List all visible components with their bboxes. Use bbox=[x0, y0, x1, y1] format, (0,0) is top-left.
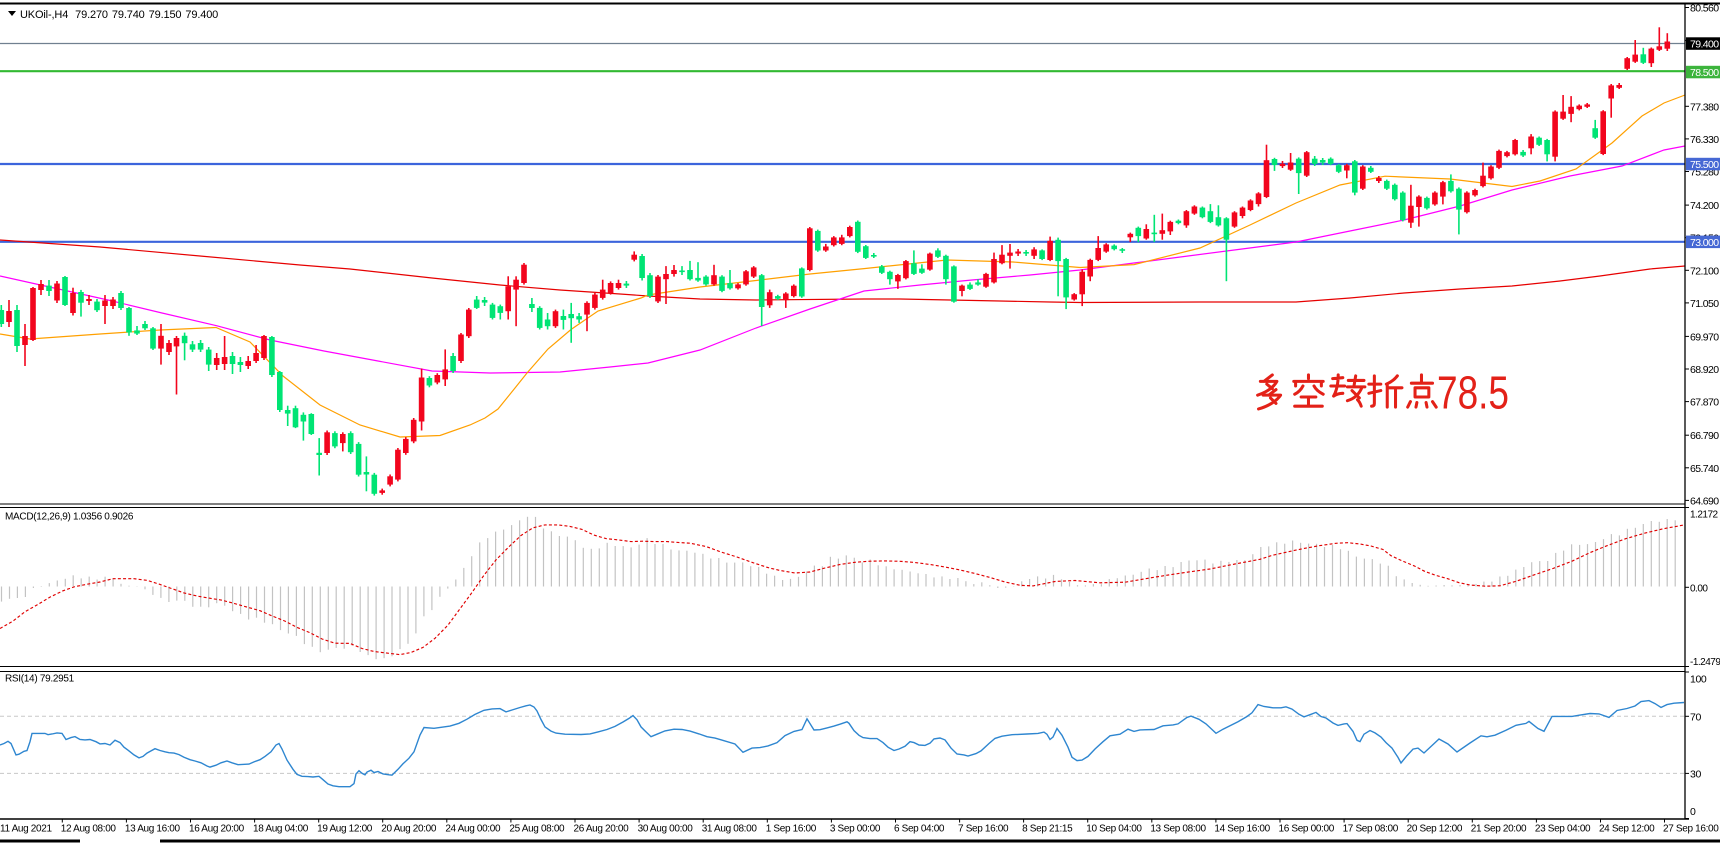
svg-text:79.400: 79.400 bbox=[1690, 39, 1719, 51]
svg-text:7 Sep 16:00: 7 Sep 16:00 bbox=[958, 824, 1009, 835]
svg-text:71.050: 71.050 bbox=[1690, 298, 1719, 310]
svg-text:8 Sep 21:15: 8 Sep 21:15 bbox=[1022, 824, 1073, 835]
svg-text:-1.2479: -1.2479 bbox=[1690, 657, 1720, 668]
svg-text:0.00: 0.00 bbox=[1690, 583, 1708, 594]
svg-text:RSI(14) 79.2951: RSI(14) 79.2951 bbox=[5, 674, 75, 685]
svg-text:30: 30 bbox=[1690, 768, 1701, 780]
svg-text:1.2172: 1.2172 bbox=[1690, 510, 1719, 521]
svg-text:21 Sep 20:00: 21 Sep 20:00 bbox=[1471, 824, 1527, 835]
svg-text:10 Sep 04:00: 10 Sep 04:00 bbox=[1086, 824, 1142, 835]
svg-text:64.690: 64.690 bbox=[1690, 495, 1719, 507]
svg-text:27 Sep 16:00: 27 Sep 16:00 bbox=[1663, 824, 1719, 835]
svg-text:70: 70 bbox=[1690, 711, 1701, 723]
svg-text:26 Aug 20:00: 26 Aug 20:00 bbox=[574, 824, 630, 835]
svg-text:25 Aug 08:00: 25 Aug 08:00 bbox=[509, 824, 565, 835]
svg-text:69.970: 69.970 bbox=[1690, 331, 1719, 343]
svg-text:67.870: 67.870 bbox=[1690, 397, 1719, 409]
svg-text:72.100: 72.100 bbox=[1690, 265, 1719, 277]
svg-text:78.500: 78.500 bbox=[1690, 67, 1719, 79]
svg-text:31 Aug 08:00: 31 Aug 08:00 bbox=[702, 824, 758, 835]
svg-text:6 Sep 04:00: 6 Sep 04:00 bbox=[894, 824, 945, 835]
svg-text:19 Aug 12:00: 19 Aug 12:00 bbox=[317, 824, 373, 835]
svg-text:3 Sep 00:00: 3 Sep 00:00 bbox=[830, 824, 881, 835]
svg-text:75.500: 75.500 bbox=[1690, 159, 1719, 171]
svg-text:30 Aug 00:00: 30 Aug 00:00 bbox=[638, 824, 694, 835]
svg-text:0: 0 bbox=[1690, 806, 1696, 818]
svg-text:66.790: 66.790 bbox=[1690, 430, 1719, 442]
svg-text:77.380: 77.380 bbox=[1690, 101, 1719, 113]
svg-text:80.560: 80.560 bbox=[1690, 3, 1719, 15]
svg-text:23 Sep 04:00: 23 Sep 04:00 bbox=[1535, 824, 1591, 835]
svg-text:MACD(12,26,9) 1.0356 0.9026: MACD(12,26,9) 1.0356 0.9026 bbox=[5, 512, 134, 523]
svg-text:100: 100 bbox=[1690, 674, 1707, 686]
svg-text:24 Sep 12:00: 24 Sep 12:00 bbox=[1599, 824, 1655, 835]
svg-text:74.200: 74.200 bbox=[1690, 200, 1719, 212]
svg-text:13 Sep 08:00: 13 Sep 08:00 bbox=[1150, 824, 1206, 835]
svg-text:78.5: 78.5 bbox=[1437, 367, 1509, 419]
svg-text:73.000: 73.000 bbox=[1690, 237, 1719, 249]
svg-text:68.920: 68.920 bbox=[1690, 364, 1719, 376]
svg-text:13 Aug 16:00: 13 Aug 16:00 bbox=[125, 824, 181, 835]
svg-text:76.330: 76.330 bbox=[1690, 134, 1719, 146]
svg-text:24 Aug 00:00: 24 Aug 00:00 bbox=[445, 824, 501, 835]
svg-text:14 Sep 16:00: 14 Sep 16:00 bbox=[1214, 824, 1270, 835]
svg-text:16 Aug 20:00: 16 Aug 20:00 bbox=[189, 824, 245, 835]
svg-text:12 Aug 08:00: 12 Aug 08:00 bbox=[61, 824, 117, 835]
svg-text:11 Aug 2021: 11 Aug 2021 bbox=[0, 824, 52, 835]
svg-text:18 Aug 04:00: 18 Aug 04:00 bbox=[253, 824, 309, 835]
svg-text:20 Sep 12:00: 20 Sep 12:00 bbox=[1407, 824, 1463, 835]
svg-text:20 Aug 20:00: 20 Aug 20:00 bbox=[381, 824, 437, 835]
svg-text:17 Sep 08:00: 17 Sep 08:00 bbox=[1343, 824, 1399, 835]
svg-text:65.740: 65.740 bbox=[1690, 463, 1719, 475]
svg-text:1 Sep 16:00: 1 Sep 16:00 bbox=[766, 824, 817, 835]
svg-text:16 Sep 00:00: 16 Sep 00:00 bbox=[1279, 824, 1335, 835]
